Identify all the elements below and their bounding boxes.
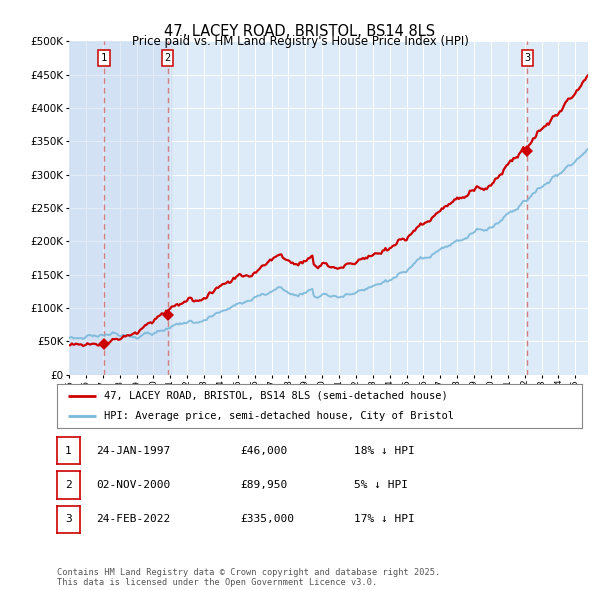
Text: 2: 2 <box>65 480 72 490</box>
Text: 24-JAN-1997: 24-JAN-1997 <box>96 446 170 455</box>
Text: £335,000: £335,000 <box>240 514 294 524</box>
Text: Contains HM Land Registry data © Crown copyright and database right 2025.
This d: Contains HM Land Registry data © Crown c… <box>57 568 440 587</box>
Text: 3: 3 <box>65 514 72 524</box>
Bar <box>69 41 171 375</box>
Text: 1: 1 <box>101 53 107 63</box>
Text: 17% ↓ HPI: 17% ↓ HPI <box>354 514 415 524</box>
Text: Price paid vs. HM Land Registry's House Price Index (HPI): Price paid vs. HM Land Registry's House … <box>131 35 469 48</box>
Text: 47, LACEY ROAD, BRISTOL, BS14 8LS: 47, LACEY ROAD, BRISTOL, BS14 8LS <box>164 24 436 38</box>
Text: 24-FEB-2022: 24-FEB-2022 <box>96 514 170 524</box>
Text: HPI: Average price, semi-detached house, City of Bristol: HPI: Average price, semi-detached house,… <box>104 411 454 421</box>
Text: 5% ↓ HPI: 5% ↓ HPI <box>354 480 408 490</box>
Text: £89,950: £89,950 <box>240 480 287 490</box>
Text: £46,000: £46,000 <box>240 446 287 455</box>
Text: 02-NOV-2000: 02-NOV-2000 <box>96 480 170 490</box>
Text: 47, LACEY ROAD, BRISTOL, BS14 8LS (semi-detached house): 47, LACEY ROAD, BRISTOL, BS14 8LS (semi-… <box>104 391 448 401</box>
Text: 1: 1 <box>65 446 72 455</box>
Text: 3: 3 <box>524 53 530 63</box>
Text: 18% ↓ HPI: 18% ↓ HPI <box>354 446 415 455</box>
Text: 2: 2 <box>164 53 170 63</box>
